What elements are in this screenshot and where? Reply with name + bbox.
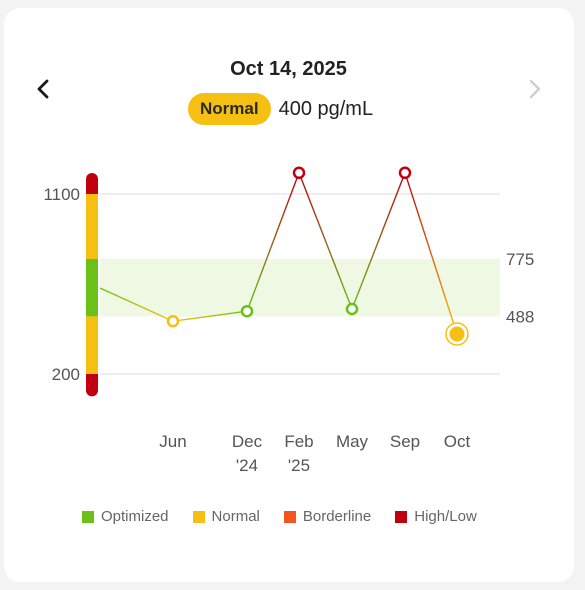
legend-label: Optimized <box>101 508 169 525</box>
chevron-right-icon <box>529 79 541 99</box>
legend-swatch-high-low <box>395 510 408 523</box>
legend-label: High/Low <box>414 508 477 525</box>
legend-item-normal: Normal <box>192 508 260 525</box>
data-point[interactable] <box>292 166 306 180</box>
status-row: Normal 400 pg/mL <box>188 92 373 126</box>
y-tick-label-1100: 1100 <box>43 185 80 204</box>
previous-date-button[interactable] <box>29 72 57 106</box>
scale-segment-high-low <box>86 374 98 397</box>
trend-segment <box>99 287 174 322</box>
legend-swatch-borderline <box>283 510 296 523</box>
chevron-left-icon <box>37 79 49 99</box>
x-tick-label: Sep <box>390 432 420 451</box>
data-point[interactable] <box>240 304 254 318</box>
scale-segment-optimized <box>86 259 98 317</box>
trend-chart: 1100 200 775 488 Jun Dec '24 Feb '25 May Sep Oc… <box>43 166 534 475</box>
optimal-range-band <box>100 259 500 317</box>
data-point[interactable] <box>345 302 359 316</box>
scale-segment-high-low <box>86 173 98 194</box>
status-scale-bar <box>86 173 98 397</box>
legend-item-borderline: Borderline <box>283 508 372 525</box>
trend-segment <box>404 172 458 335</box>
range-label-upper: 775 <box>506 250 534 269</box>
legend-label: Normal <box>211 508 260 525</box>
trend-segment <box>298 172 353 310</box>
trend-segment <box>246 172 300 312</box>
legend-item-high-low: High/Low <box>395 508 477 525</box>
data-point-selected[interactable] <box>449 326 465 342</box>
selected-date: Oct 14, 2025 <box>230 58 347 80</box>
scale-segment-normal <box>86 316 98 374</box>
legend-item-optimized: Optimized <box>82 508 169 525</box>
y-tick-label-200: 200 <box>52 365 80 384</box>
status-badge: Normal <box>188 93 271 125</box>
legend-swatch-normal <box>192 510 205 523</box>
data-point[interactable] <box>398 166 412 180</box>
next-date-button[interactable] <box>521 72 549 106</box>
trend-line <box>99 172 458 335</box>
scale-segment-normal <box>86 194 98 259</box>
x-tick-label-year: '25 <box>288 456 310 475</box>
current-value: 400 pg/mL <box>278 97 374 120</box>
x-tick-label: Oct <box>444 432 471 451</box>
x-tick-label: Jun <box>159 432 186 451</box>
x-tick-label-year: '24 <box>236 456 258 475</box>
data-points <box>166 166 469 346</box>
trend-segment <box>172 310 248 322</box>
data-point[interactable] <box>166 314 180 328</box>
x-tick-label: Dec <box>232 432 263 451</box>
x-tick-label: May <box>336 432 369 451</box>
legend-swatch-optimized <box>82 510 94 523</box>
trend-segment <box>351 172 406 310</box>
x-axis-labels: Jun Dec '24 Feb '25 May Sep Oct <box>159 432 470 475</box>
range-label-lower: 488 <box>506 307 534 326</box>
x-tick-label: Feb <box>284 432 313 451</box>
legend: Optimized Normal Borderline High/Low <box>82 508 501 525</box>
legend-label: Borderline <box>302 508 372 525</box>
